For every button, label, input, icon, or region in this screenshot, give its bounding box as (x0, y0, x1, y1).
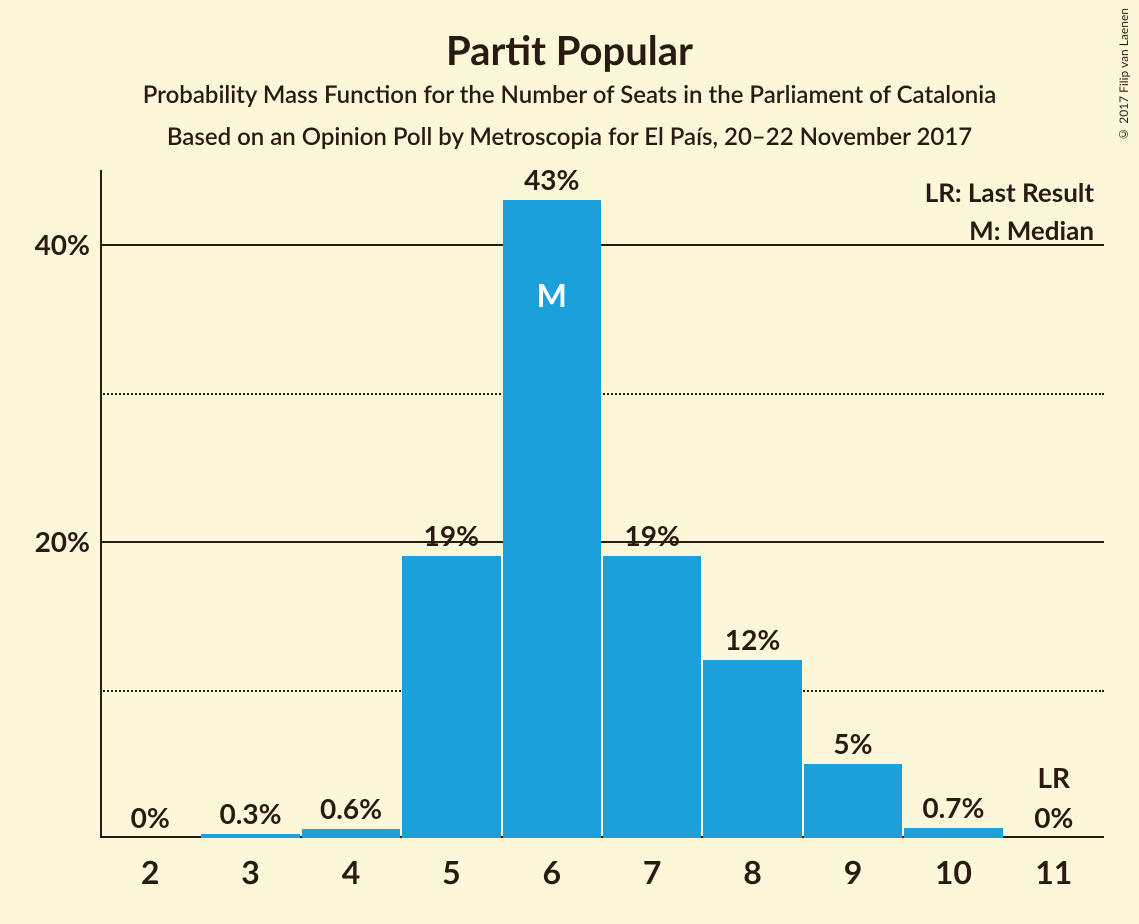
bar-value-label: 0.3% (200, 796, 300, 830)
y-axis-tick-label: 20% (10, 524, 90, 558)
bar-value-label: 43% (502, 162, 602, 196)
x-axis-tick-label: 5 (401, 852, 501, 891)
chart-subtitle-2: Based on an Opinion Poll by Metroscopia … (0, 122, 1139, 151)
legend-line-1: LR: Last Result (925, 176, 1094, 208)
copyright-text: © 2017 Filip van Laenen (1116, 8, 1131, 142)
bar (703, 660, 801, 838)
x-axis-tick-label: 2 (100, 852, 200, 891)
x-axis-tick-label: 3 (200, 852, 300, 891)
chart-title: Partit Popular (0, 26, 1139, 74)
plot-area: 40%20%0%20.3%30.6%419%543%M619%712%85%90… (100, 170, 1104, 838)
bar-value-label: 0% (1004, 800, 1104, 834)
bar (603, 556, 701, 838)
gridline (100, 393, 1104, 395)
bar-value-label: 19% (401, 518, 501, 552)
bar (302, 829, 400, 838)
bar-value-label: 12% (702, 622, 802, 656)
x-axis-tick-label: 4 (301, 852, 401, 891)
chart-container: Partit Popular Probability Mass Function… (0, 0, 1139, 924)
y-axis-tick-label: 40% (10, 227, 90, 261)
y-axis (100, 170, 102, 838)
bar (402, 556, 500, 838)
bar (201, 834, 299, 838)
x-axis-tick-label: 11 (1004, 852, 1104, 891)
gridline (100, 244, 1104, 246)
bar (804, 764, 902, 838)
x-axis-tick-label: 6 (502, 852, 602, 891)
chart-subtitle-1: Probability Mass Function for the Number… (0, 80, 1139, 109)
median-marker: M (502, 275, 602, 314)
bar-value-label: 19% (602, 518, 702, 552)
bar-value-label: 0% (100, 800, 200, 834)
x-axis-tick-label: 7 (602, 852, 702, 891)
x-axis-tick-label: 9 (803, 852, 903, 891)
bar-value-label: 5% (803, 726, 903, 760)
legend-line-2: M: Median (969, 214, 1094, 246)
bar (904, 828, 1002, 838)
lr-marker: LR (1004, 760, 1104, 794)
x-axis-tick-label: 10 (903, 852, 1003, 891)
bar-value-label: 0.6% (301, 791, 401, 825)
x-axis-tick-label: 8 (702, 852, 802, 891)
gridline (100, 690, 1104, 692)
bar-value-label: 0.7% (903, 790, 1003, 824)
